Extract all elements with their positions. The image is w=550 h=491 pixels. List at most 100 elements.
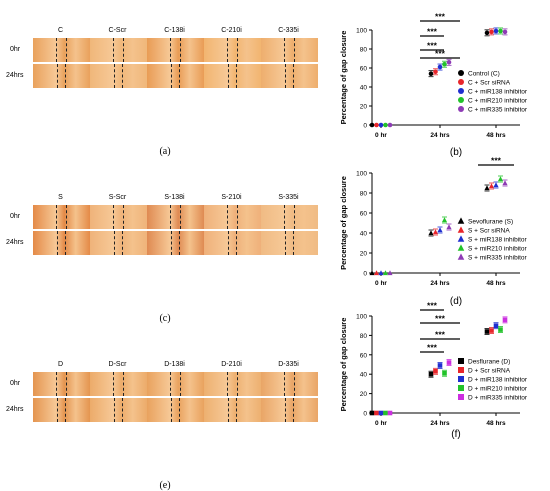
legend-marker: [457, 217, 465, 224]
scratch-boundary-line: [294, 38, 295, 62]
scratch-boundary-line: [237, 38, 238, 62]
scratch-boundary-line: [284, 205, 285, 229]
y-tick-label: 0: [363, 123, 367, 130]
data-point: [373, 270, 380, 276]
data-point: [484, 30, 490, 36]
legend-marker: [458, 88, 464, 94]
data-point: [437, 227, 443, 233]
legend-label: D + miR138 inhibitor: [468, 377, 528, 384]
legend-marker: [457, 253, 465, 260]
x-tick-label: 24 hrs: [430, 420, 450, 427]
x-tick-label: 0 hr: [375, 420, 387, 427]
column-label: C: [57, 27, 64, 34]
wound-healing-image: [147, 372, 204, 396]
scratch-boundary-line: [170, 205, 171, 229]
scratch-boundary-line: [228, 231, 229, 255]
x-tick-label: 48 hrs: [486, 420, 506, 427]
scratch-boundary-line: [123, 38, 124, 62]
panel-label: (d): [450, 296, 462, 307]
column-label: C-Scr: [108, 27, 127, 34]
wound-healing-image: [261, 38, 318, 62]
significance-label: ***: [435, 314, 446, 324]
scratch-boundary-line: [228, 64, 229, 88]
data-point: [374, 410, 379, 416]
panel-label: (c): [159, 313, 171, 324]
legend-marker: [458, 376, 464, 382]
wound-healing-image: [204, 231, 261, 255]
wound-healing-image: [90, 64, 147, 88]
data-point: [432, 229, 439, 235]
column-label: D-210i: [221, 361, 242, 368]
wound-healing-image: [204, 38, 261, 62]
data-point: [498, 28, 503, 34]
scratch-boundary-line: [171, 398, 172, 422]
legend-marker: [458, 367, 464, 373]
scratch-boundary-line: [113, 372, 114, 396]
row-label: 24hrs: [6, 406, 24, 413]
data-point: [369, 270, 375, 276]
scratch-boundary-line: [228, 398, 229, 422]
scratch-boundary-line: [113, 205, 114, 229]
data-point: [433, 69, 438, 75]
scratch-boundary-line: [123, 205, 124, 229]
panel-label: (a): [159, 146, 171, 157]
row-label: 0hr: [10, 213, 21, 220]
wound-healing-image: [90, 38, 147, 62]
scratch-boundary-line: [227, 38, 228, 62]
column-label: C-335i: [278, 27, 299, 34]
x-tick-label: 0 hr: [375, 280, 387, 287]
legend-marker: [458, 79, 464, 85]
y-tick-label: 0: [363, 271, 367, 278]
panel-label: (e): [159, 480, 171, 491]
data-point: [433, 368, 438, 374]
data-point: [446, 360, 452, 365]
significance-label: ***: [491, 156, 502, 166]
scratch-boundary-line: [56, 38, 57, 62]
wound-healing-image: [33, 64, 90, 88]
legend-marker: [458, 70, 464, 76]
scratch-boundary-line: [56, 205, 57, 229]
panel-label: (f): [451, 429, 460, 440]
legend-label: C + miR335 inhibitor: [468, 107, 528, 114]
x-tick-label: 24 hrs: [430, 132, 450, 139]
y-tick-label: 100: [356, 28, 367, 35]
scratch-boundary-line: [65, 64, 66, 88]
legend-label: C + miR210 inhibitor: [468, 98, 528, 105]
scratch-boundary-line: [293, 398, 294, 422]
scratch-boundary-line: [114, 231, 115, 255]
legend-label: S + Scr siRNA: [468, 228, 510, 235]
legend-marker: [458, 394, 464, 400]
scratch-boundary-line: [66, 205, 67, 229]
row-label: 24hrs: [6, 72, 24, 79]
legend-label: D + Scr siRNA: [468, 368, 511, 375]
legend-label: S + miR335 inhibitor: [468, 255, 528, 262]
scratch-boundary-line: [114, 64, 115, 88]
scratch-boundary-line: [236, 398, 237, 422]
data-point: [493, 182, 499, 188]
legend-label: C + Scr siRNA: [468, 80, 511, 87]
wound-healing-image: [261, 205, 318, 229]
x-tick-label: 48 hrs: [486, 132, 506, 139]
panel-label: (b): [450, 147, 462, 158]
scratch-boundary-line: [284, 38, 285, 62]
scratch-boundary-line: [122, 398, 123, 422]
y-tick-label: 20: [360, 391, 368, 398]
wound-healing-image: [90, 231, 147, 255]
scratch-boundary-line: [285, 231, 286, 255]
wound-healing-image: [261, 64, 318, 88]
legend-marker: [458, 97, 464, 103]
significance-label: ***: [427, 301, 438, 311]
scratch-boundary-line: [179, 398, 180, 422]
y-tick-label: 60: [360, 352, 368, 359]
scratch-boundary-line: [284, 372, 285, 396]
legend-marker: [457, 226, 465, 233]
scratch-boundary-line: [56, 372, 57, 396]
scratch-boundary-line: [227, 372, 228, 396]
column-label: C-210i: [221, 27, 242, 34]
data-point: [369, 410, 375, 416]
significance-label: ***: [435, 49, 446, 59]
column-label: D-335i: [278, 361, 299, 368]
data-point: [502, 317, 508, 323]
data-point: [437, 64, 443, 70]
scratch-boundary-line: [180, 205, 181, 229]
